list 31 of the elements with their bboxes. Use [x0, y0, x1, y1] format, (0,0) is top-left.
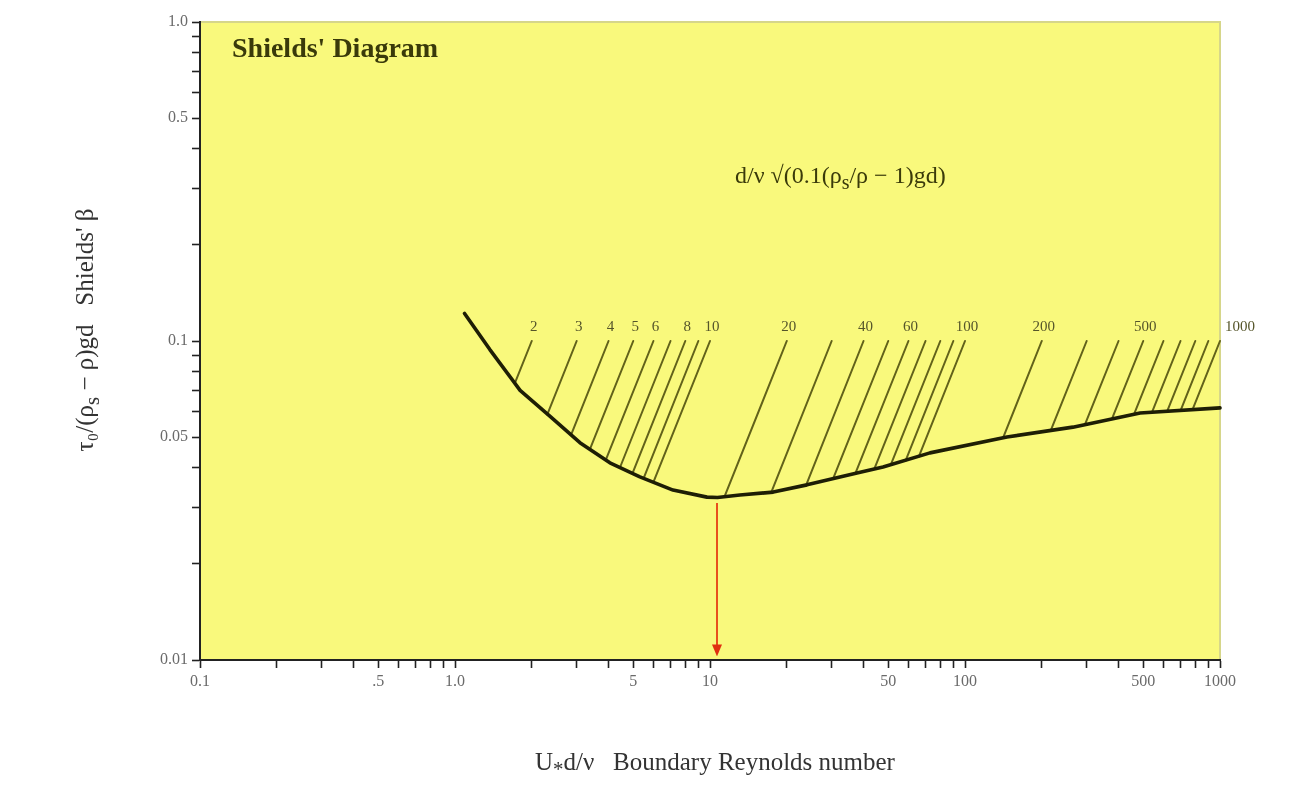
series-label: 500 [1133, 318, 1157, 335]
annotation: d/ν √(0.1(ρ$_{s}$/ρ − 1)gd) [735, 162, 946, 194]
series-label: 6 [651, 318, 660, 335]
y-tick-label: 0.5 [168, 108, 188, 126]
y-tick-label: 0.1 [168, 331, 188, 349]
x-tick-label: 1.0 [445, 671, 465, 689]
x-tick-label: 50 [880, 671, 897, 689]
series-label: 40 [858, 318, 874, 335]
chart-title: Shields' Diagram [232, 32, 439, 64]
series-label: 10 [704, 318, 720, 335]
x-tick-label: 5 [629, 671, 638, 689]
series-label: 60 [902, 318, 918, 335]
x-tick-label: 1000 [1204, 671, 1236, 689]
series-label: 8 [683, 318, 692, 335]
series-label: 4 [606, 318, 615, 335]
y-tick-label: 0.05 [160, 427, 188, 445]
x-tick-label: 100 [953, 671, 977, 689]
y-tick-label: 1.0 [168, 12, 188, 30]
x-tick-label: 10 [702, 671, 718, 689]
y-tick-label: 0.01 [160, 650, 188, 668]
series-label: 1000 [1225, 318, 1255, 335]
x-tick-label: 0.1 [190, 671, 210, 689]
series-label: 200 [1032, 318, 1056, 335]
x-axis-title: U$_{*}$d/ν Boundary Reynolds number [535, 748, 895, 782]
x-tick-label: 500 [1131, 671, 1156, 689]
series-label: 100 [955, 318, 979, 335]
series-label: 3 [574, 318, 583, 335]
x-tick-label: .5 [372, 671, 385, 689]
series-label: 5 [631, 318, 639, 335]
series-label: 20 [781, 318, 797, 335]
series-label: 2 [530, 318, 538, 335]
